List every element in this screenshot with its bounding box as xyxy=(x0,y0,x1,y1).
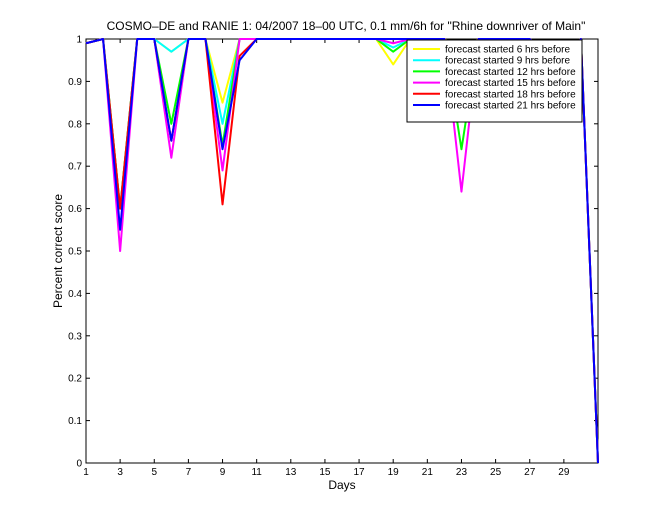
y-axis-label: Percent correct score xyxy=(51,194,65,308)
x-tick-label: 19 xyxy=(388,467,400,478)
x-tick-label: 9 xyxy=(220,467,226,478)
x-tick-label: 21 xyxy=(422,467,434,478)
legend-label: forecast started 12 hrs before xyxy=(445,67,576,78)
x-tick-label: 3 xyxy=(117,467,123,478)
legend-label: forecast started 15 hrs before xyxy=(445,78,576,89)
x-axis-label: Days xyxy=(328,478,355,492)
x-tick-label: 15 xyxy=(319,467,331,478)
x-tick-label: 27 xyxy=(524,467,536,478)
y-tick-label: 0.4 xyxy=(68,289,82,300)
x-tick-label: 23 xyxy=(456,467,468,478)
x-tick-label: 11 xyxy=(251,467,262,478)
y-tick-label: 0.5 xyxy=(68,247,82,258)
legend-label: forecast started 21 hrs before xyxy=(445,101,576,112)
x-tick-label: 1 xyxy=(83,467,89,478)
y-tick-label: 0.9 xyxy=(68,77,82,88)
x-tick-label: 13 xyxy=(285,467,297,478)
y-tick-label: 0.7 xyxy=(68,162,82,173)
x-tick-label: 17 xyxy=(354,467,366,478)
chart-title: COSMO–DE and RANIE 1: 04/2007 18–00 UTC,… xyxy=(107,19,586,33)
series-lines xyxy=(85,38,599,464)
y-tick-label: 1 xyxy=(76,35,82,46)
y-tick-label: 0 xyxy=(76,459,82,470)
x-tick-label: 5 xyxy=(151,467,157,478)
legend-label: forecast started 9 hrs before xyxy=(445,56,571,67)
legend-label: forecast started 18 hrs before xyxy=(445,89,576,100)
y-tick-label: 0.8 xyxy=(68,119,82,130)
legend-box xyxy=(406,39,583,123)
y-tick-label: 0.2 xyxy=(68,374,82,385)
y-tick-label: 0.1 xyxy=(68,416,82,427)
y-tick-label: 0.6 xyxy=(68,204,82,215)
legend-label: forecast started 6 hrs before xyxy=(445,45,571,56)
y-tick-label: 0.3 xyxy=(68,331,82,342)
x-tick-label: 25 xyxy=(490,467,502,478)
x-tick-label: 7 xyxy=(186,467,192,478)
y-axis: 0 0.1 0.2 0.3 0.4 0.5 0.6 0.7 0.8 0.9 1 xyxy=(68,35,598,470)
series-line xyxy=(85,38,599,464)
x-tick-label: 29 xyxy=(558,467,570,478)
